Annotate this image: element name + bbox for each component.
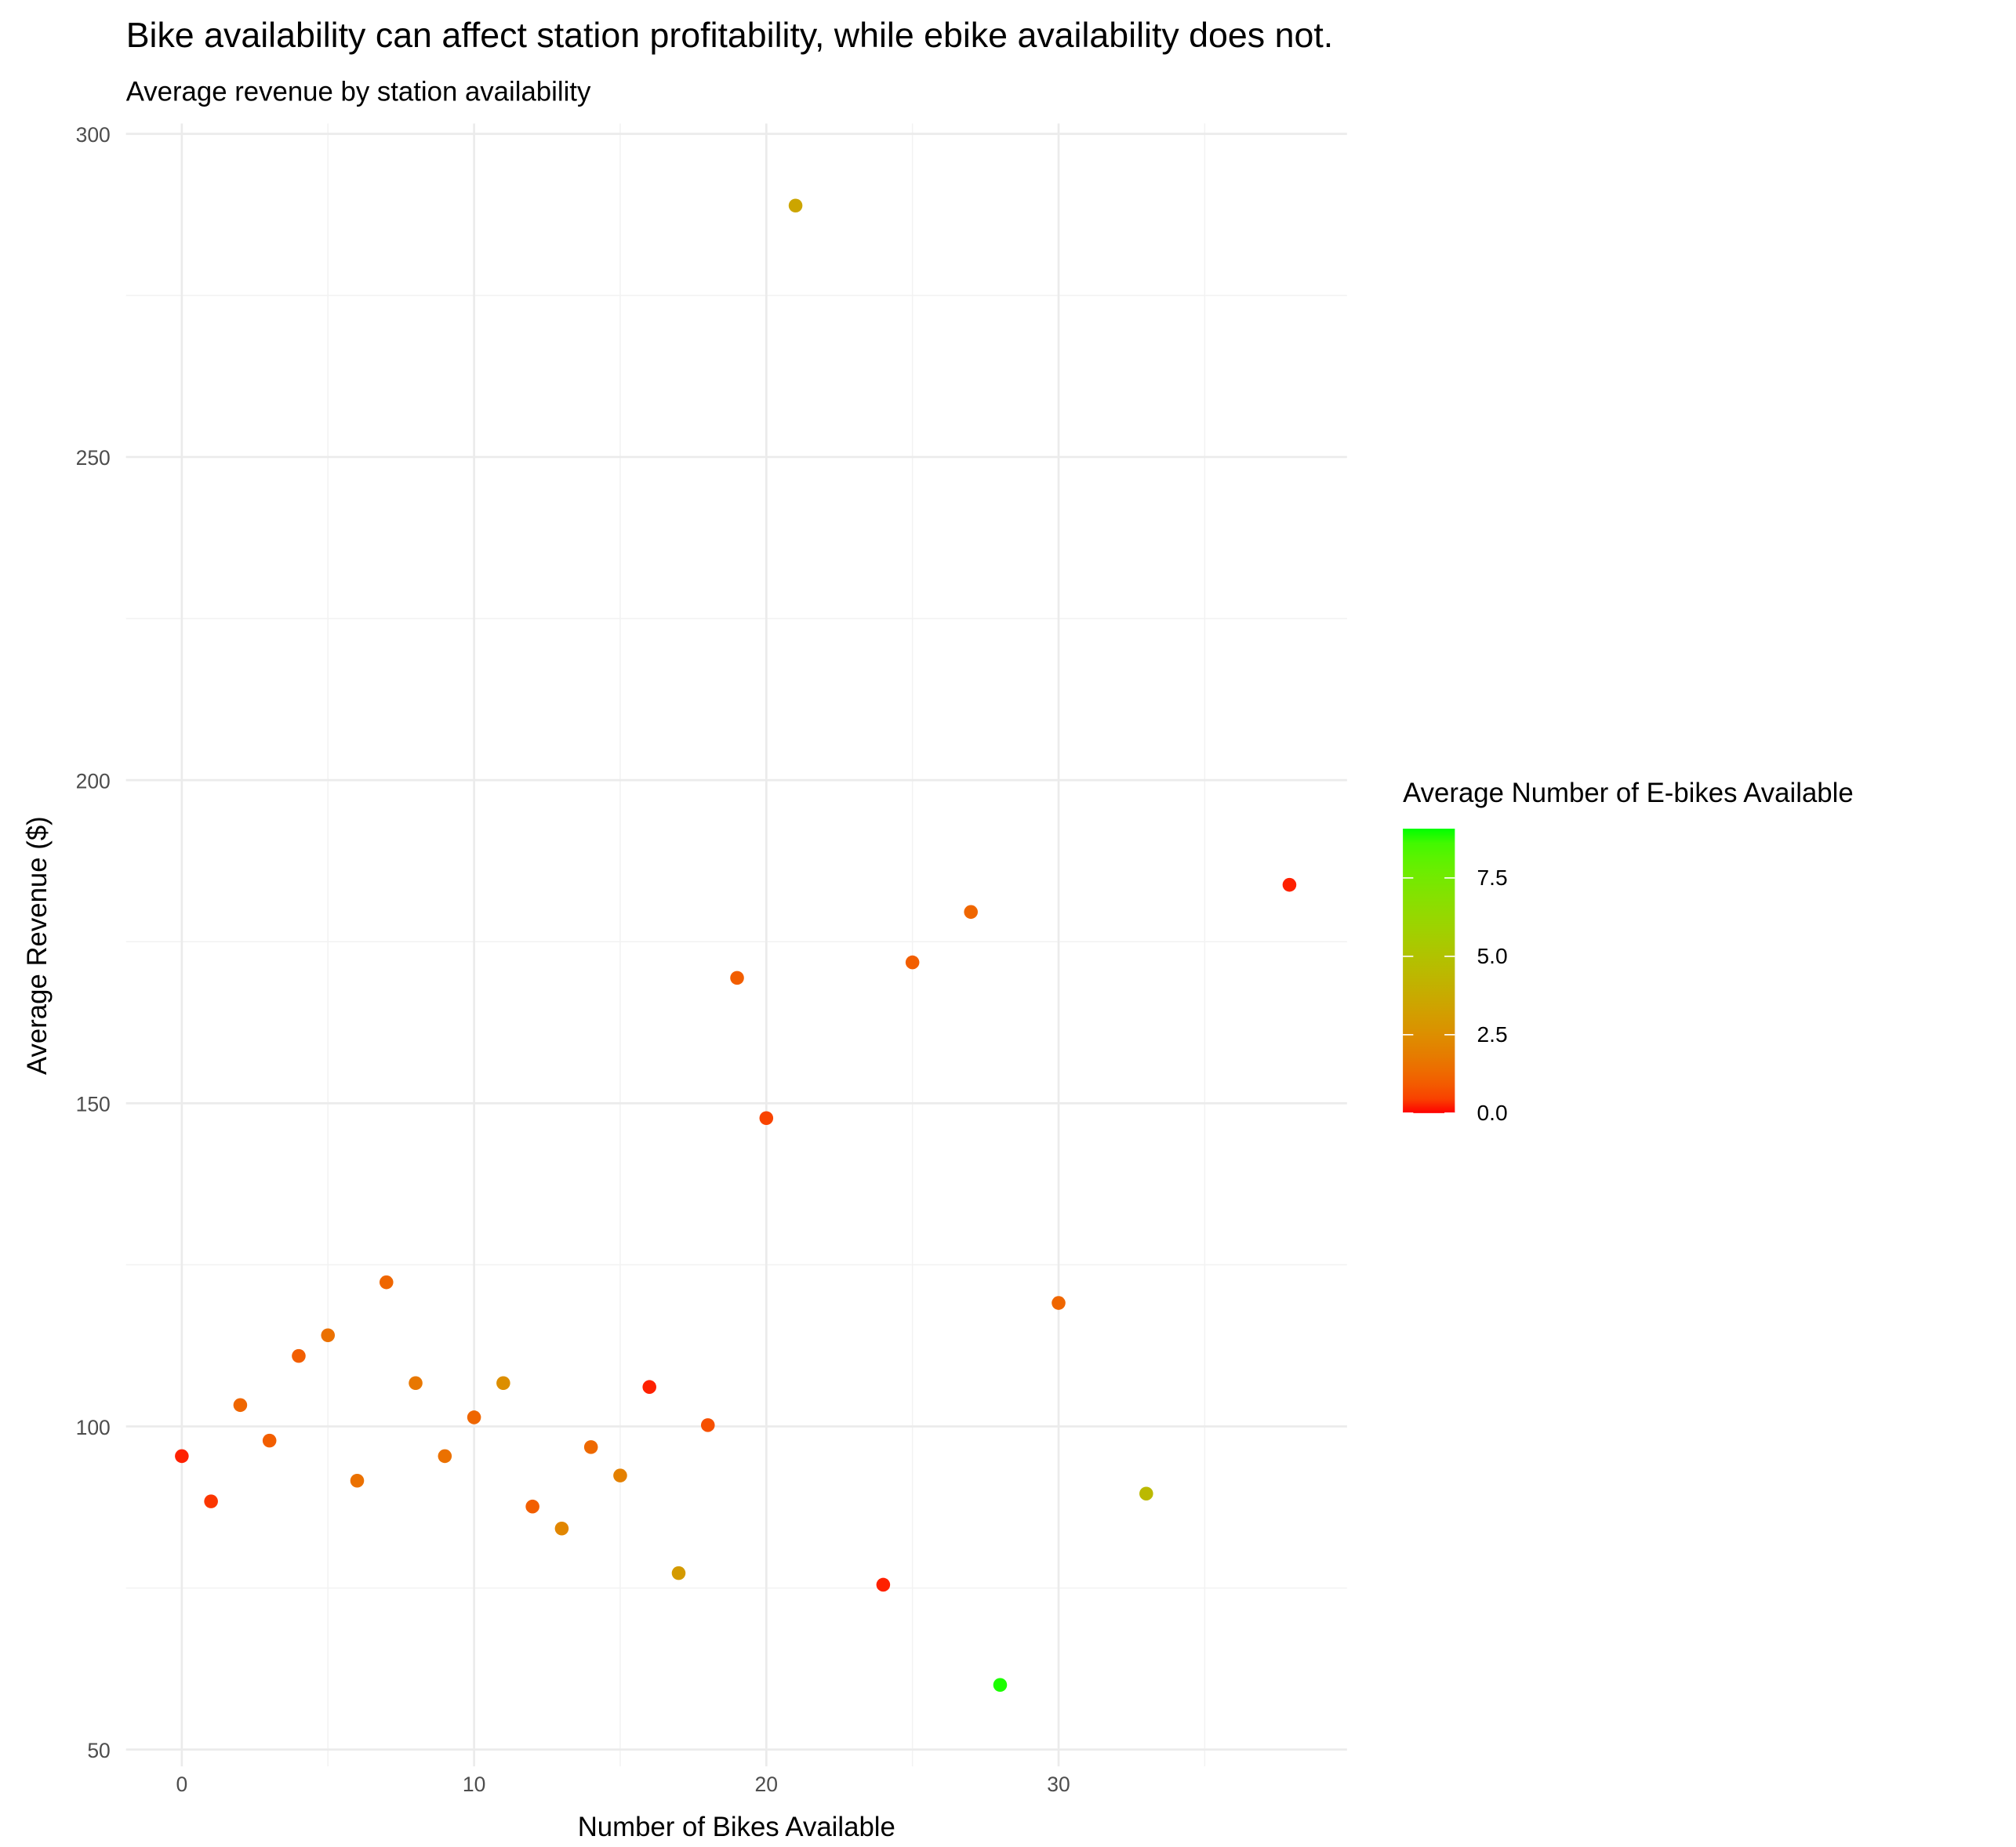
y-tick-label: 250 [76, 446, 111, 470]
point [964, 905, 978, 920]
point [409, 1376, 423, 1391]
point [379, 1275, 394, 1290]
point [642, 1380, 656, 1394]
point [175, 1449, 189, 1464]
point [759, 1111, 774, 1126]
point [905, 955, 920, 970]
chart-subtitle: Average revenue by station availability [126, 78, 591, 107]
colorbar-tick-label: 2.5 [1477, 1022, 1508, 1047]
colorbar-tick-label: 7.5 [1477, 865, 1508, 890]
y-tick-label: 100 [76, 1416, 111, 1439]
point [496, 1376, 510, 1391]
point [350, 1473, 365, 1488]
point [204, 1494, 218, 1508]
point [1139, 1486, 1153, 1501]
point [554, 1521, 569, 1536]
point [467, 1410, 481, 1424]
legend-title: Average Number of E-bikes Available [1403, 778, 1854, 808]
point [438, 1449, 452, 1464]
point [788, 198, 803, 213]
point [671, 1566, 686, 1580]
point [525, 1499, 539, 1514]
point [993, 1678, 1008, 1693]
point [321, 1328, 336, 1343]
x-axis-title: Number of Bikes Available [578, 1813, 895, 1842]
point [876, 1577, 891, 1592]
y-tick-label: 300 [76, 123, 111, 147]
point [730, 971, 744, 985]
point [292, 1348, 306, 1363]
point [233, 1398, 248, 1413]
colorbar [1403, 829, 1455, 1113]
x-tick-label: 20 [755, 1773, 778, 1796]
colorbar-tick-label: 0.0 [1477, 1101, 1508, 1125]
y-tick-label: 50 [87, 1739, 110, 1762]
point [262, 1433, 277, 1448]
colorbar-tick-label: 5.0 [1477, 944, 1508, 968]
point [1052, 1296, 1066, 1310]
x-tick-label: 0 [176, 1773, 187, 1796]
y-axis-title: Average Revenue ($) [23, 816, 53, 1075]
y-tick-label: 150 [76, 1093, 111, 1116]
point [613, 1468, 627, 1482]
point [700, 1418, 715, 1432]
point [1282, 877, 1297, 892]
chart-title: Bike availability can affect station pro… [126, 16, 1333, 55]
y-tick-label: 200 [76, 769, 111, 793]
x-tick-label: 10 [463, 1773, 485, 1796]
point [583, 1440, 598, 1454]
x-tick-label: 30 [1047, 1773, 1070, 1796]
